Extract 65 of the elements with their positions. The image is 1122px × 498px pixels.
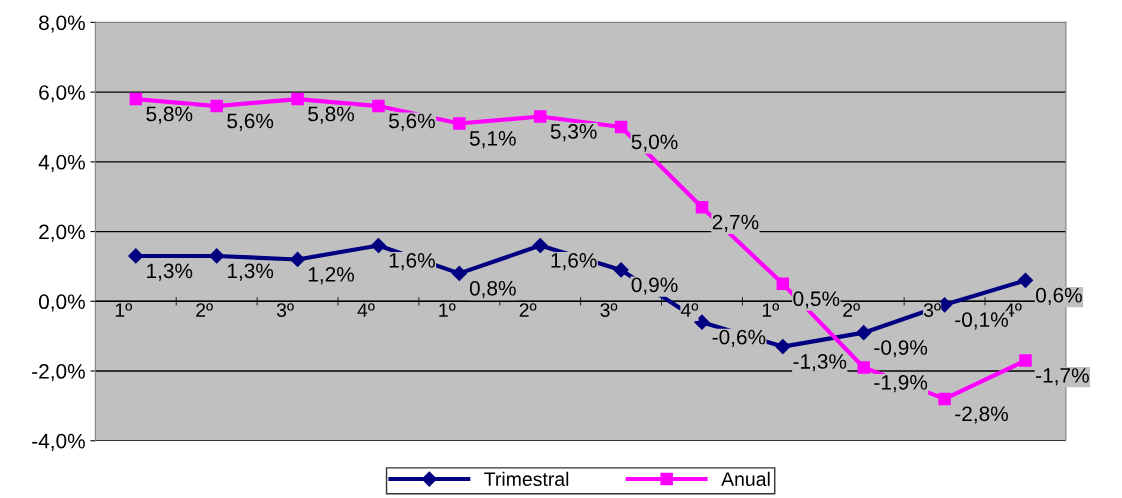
point — [532, 237, 548, 254]
data-label: -1,3% — [793, 354, 847, 372]
y-tick-label: 0,0% — [38, 294, 85, 312]
x-tick-label: 4º — [357, 303, 375, 317]
data-label: -0,6% — [712, 329, 766, 347]
point — [776, 277, 790, 291]
x-tick-label: 2º — [519, 303, 537, 317]
data-label: 1,2% — [308, 266, 355, 285]
point — [695, 200, 709, 214]
point — [291, 92, 304, 106]
data-label: 1,6% — [551, 253, 597, 271]
data-label: 5,0% — [631, 134, 678, 152]
data-label: 1,3% — [147, 263, 193, 281]
data-label: 1,6% — [389, 253, 435, 271]
data-label: 0,9% — [631, 277, 678, 295]
point — [370, 237, 387, 254]
point — [453, 117, 466, 130]
point — [613, 262, 629, 278]
data-label: 0,8% — [469, 280, 516, 299]
data-label: 2,7% — [712, 214, 759, 232]
x-tick-label: 1º — [115, 303, 133, 317]
data-label: 0,6% — [1036, 287, 1082, 306]
point — [209, 248, 225, 264]
x-tick-label: 4º — [680, 303, 699, 317]
x-tick-label: 2º — [196, 303, 213, 317]
data-label: -0,9% — [874, 340, 928, 358]
x-tick-label: 3º — [923, 303, 941, 317]
data-label: -2,8% — [955, 406, 1008, 424]
data-label: 0,5% — [793, 291, 840, 309]
data-label: 5,6% — [389, 113, 435, 131]
point — [856, 325, 872, 341]
point — [210, 99, 223, 113]
y-tick-label: 2,0% — [39, 224, 85, 242]
x-tick-label: 3º — [276, 303, 294, 317]
point — [289, 251, 306, 268]
legend-label: Anual — [721, 471, 770, 487]
point — [1019, 354, 1032, 367]
data-label: 5,8% — [146, 106, 193, 124]
point — [775, 339, 791, 355]
data-label: -1,7% — [1036, 368, 1089, 386]
data-label: 5,3% — [550, 124, 597, 142]
y-tick-label: -4,0% — [32, 433, 85, 451]
point — [372, 99, 385, 113]
point — [857, 361, 870, 374]
data-label: 1,3% — [228, 263, 274, 281]
point — [614, 120, 628, 134]
point — [128, 248, 144, 264]
point — [129, 92, 143, 106]
x-tick-label: 1º — [439, 303, 456, 317]
y-tick-label: 4,0% — [38, 154, 85, 173]
data-label: 5,8% — [308, 106, 355, 124]
data-label: 5,6% — [227, 113, 274, 131]
point — [938, 392, 951, 406]
y-tick-label: -2,0% — [32, 364, 85, 382]
x-tick-label: 2º — [843, 303, 860, 317]
y-tick-label: 6,0% — [39, 85, 85, 103]
y-tick-label: 8,0% — [39, 15, 85, 33]
x-tick-label: 1º — [762, 303, 780, 317]
x-tick-label: 3º — [600, 303, 618, 317]
legend-label: Trimestral — [484, 471, 569, 487]
data-label: -1,9% — [874, 375, 928, 393]
point — [533, 110, 547, 123]
point — [1017, 272, 1034, 288]
data-label: 5,1% — [469, 131, 516, 149]
point — [451, 265, 467, 281]
